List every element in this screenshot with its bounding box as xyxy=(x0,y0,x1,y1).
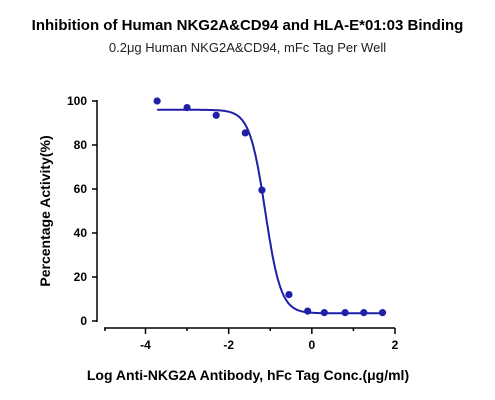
y-tick-label: 40 xyxy=(74,226,88,240)
data-points xyxy=(153,97,387,317)
fit-curve xyxy=(157,108,383,315)
x-tick-label: -4 xyxy=(140,338,151,352)
data-point xyxy=(212,111,220,119)
data-point xyxy=(241,129,249,137)
y-axis-label: Percentage Activity(%) xyxy=(37,135,53,286)
x-tick-label: -2 xyxy=(223,338,234,352)
data-point xyxy=(258,186,266,194)
y-tick-label: 60 xyxy=(74,182,88,196)
data-point xyxy=(360,309,368,317)
x-tick-label: 2 xyxy=(392,338,399,352)
data-point xyxy=(153,97,161,105)
x-tick-label: 0 xyxy=(308,338,315,352)
data-point xyxy=(320,309,328,317)
data-point xyxy=(378,309,387,317)
axes xyxy=(96,100,395,329)
data-point xyxy=(304,307,312,315)
data-point xyxy=(285,291,293,299)
chart-title: Inhibition of Human NKG2A&CD94 and HLA-E… xyxy=(32,17,464,34)
chart-subtitle: 0.2μg Human NKG2A&CD94, mFc Tag Per Well xyxy=(109,40,386,55)
data-point xyxy=(183,104,191,112)
tick-marks: 0 20 40 60 80 100 -4 -2 0 2 xyxy=(67,94,399,352)
data-point xyxy=(341,309,349,317)
y-tick-label: 20 xyxy=(74,270,88,284)
y-tick-label: 80 xyxy=(74,138,88,152)
fit-curve-layer xyxy=(157,108,383,315)
y-tick-label: 0 xyxy=(80,314,87,328)
x-axis-label: Log Anti-NKG2A Antibody, hFc Tag Conc.(μ… xyxy=(87,367,409,383)
y-tick-label: 100 xyxy=(67,94,87,108)
